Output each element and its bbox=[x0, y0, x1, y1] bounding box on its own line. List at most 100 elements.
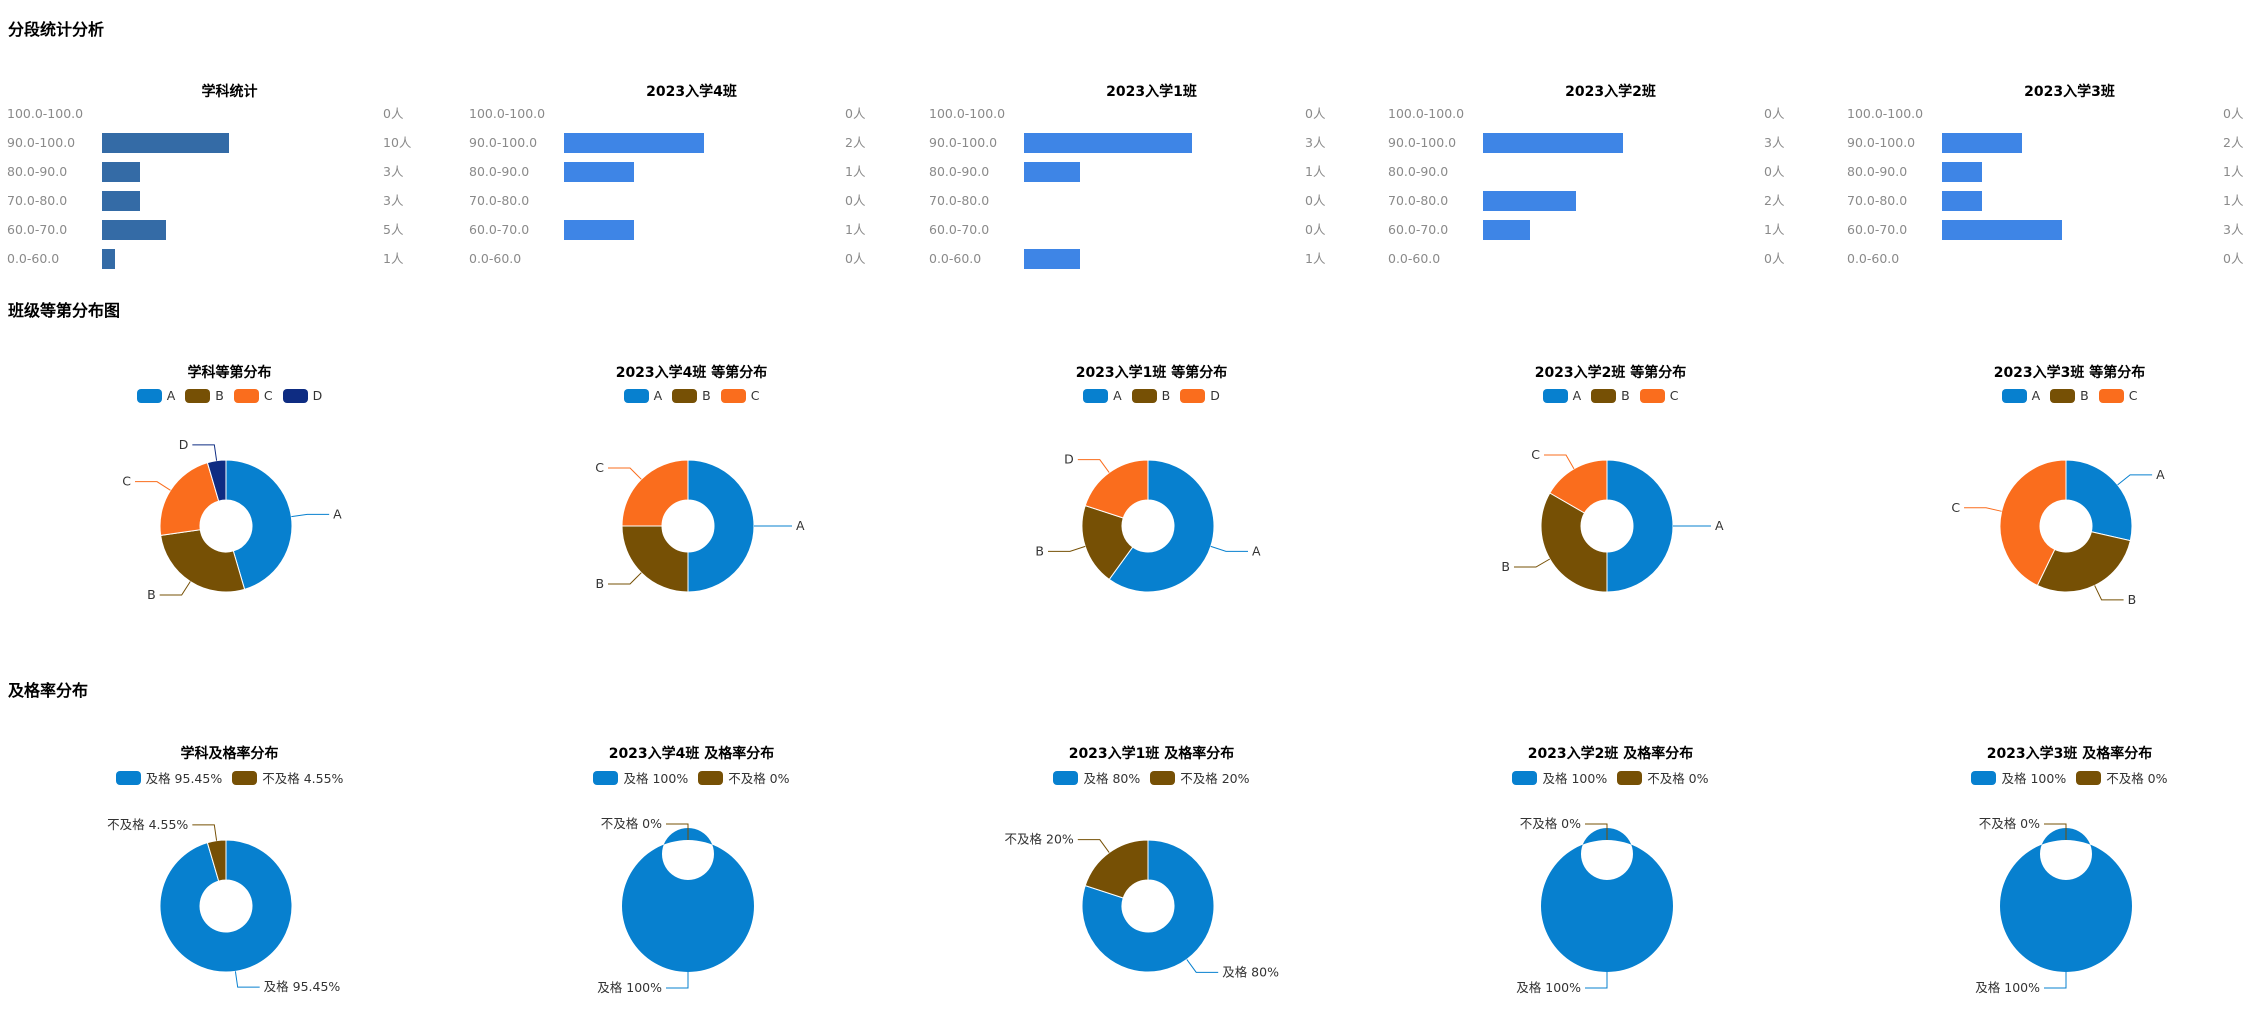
legend-item[interactable]: 及格 100% bbox=[1971, 768, 2066, 787]
bar bbox=[564, 220, 634, 240]
donut-slice bbox=[206, 459, 227, 502]
donut-chart: A B D bbox=[1035, 452, 1261, 593]
legend-item[interactable]: B bbox=[2050, 388, 2089, 403]
legend-item[interactable]: 不及格 0% bbox=[1617, 768, 1709, 787]
legend-item[interactable]: B bbox=[672, 388, 711, 403]
legend-label: D bbox=[1210, 388, 1220, 403]
donut-slice bbox=[1540, 492, 1608, 593]
legend-swatch bbox=[2050, 388, 2076, 403]
legend-item[interactable]: A bbox=[1542, 388, 1582, 403]
legend-item[interactable]: B bbox=[1131, 388, 1170, 403]
bar-category-label: 0.0-60.0 bbox=[7, 251, 60, 266]
legend-item[interactable]: C bbox=[233, 388, 273, 403]
section-title-grade: 班级等第分布图 bbox=[8, 301, 121, 320]
bar-category-label: 100.0-100.0 bbox=[1847, 106, 1924, 121]
label-leader-line bbox=[2117, 474, 2153, 486]
bar-category-label: 80.0-90.0 bbox=[7, 164, 68, 179]
slice-label: B bbox=[147, 587, 156, 602]
legend-label: B bbox=[215, 388, 224, 403]
bar-value-label: 3人 bbox=[1764, 135, 1785, 150]
legend-item[interactable]: 及格 80% bbox=[1053, 768, 1140, 787]
bar bbox=[1024, 162, 1080, 182]
label-leader-line bbox=[1077, 839, 1110, 853]
bar bbox=[1942, 133, 2022, 153]
label-leader-line bbox=[135, 481, 171, 491]
legend-item[interactable]: D bbox=[282, 388, 323, 403]
legend-item[interactable]: C bbox=[2098, 388, 2138, 403]
legend-label: D bbox=[312, 388, 323, 403]
donut-chart: A B C bbox=[1501, 447, 1724, 593]
legend-label: 不及格 4.55% bbox=[262, 771, 344, 786]
legend-item[interactable]: C bbox=[720, 388, 759, 403]
legend-item[interactable]: B bbox=[1591, 388, 1630, 403]
donut-chart: 及格 95.45% 不及格 4.55% bbox=[107, 817, 340, 994]
chart-segment: 2023入学2班 100.0-100.0 0人 90.0-100.0 3人 80.0-90… bbox=[1381, 0, 1840, 1016]
bar-value-label: 0人 bbox=[845, 106, 866, 121]
donut-slice bbox=[621, 525, 689, 593]
bar-value-label: 0人 bbox=[1764, 106, 1785, 121]
legend-swatch bbox=[1180, 388, 1206, 403]
legend-item[interactable]: 不及格 0% bbox=[2076, 768, 2168, 787]
section-title-segment: 分段统计分析 bbox=[8, 20, 105, 39]
legend-label: A bbox=[1113, 388, 1122, 403]
slice-label: 不及格 0% bbox=[601, 816, 662, 831]
donut-slice bbox=[1084, 839, 1149, 899]
bar-category-label: 80.0-90.0 bbox=[1847, 164, 1908, 179]
bar-category-label: 80.0-90.0 bbox=[469, 164, 530, 179]
legend-swatch bbox=[720, 388, 746, 403]
legend-label: 及格 100% bbox=[623, 771, 689, 786]
chart-pass: 学科及格率分布 及格 95.45% 不及格 4.55% 及格 95.45% 不及格 4.… bbox=[0, 0, 459, 1016]
legend-swatch bbox=[623, 388, 649, 403]
legend-label: A bbox=[653, 388, 663, 403]
legend-label: 及格 100% bbox=[1542, 771, 1608, 786]
legend-label: C bbox=[1669, 388, 1679, 403]
legend-item[interactable]: 不及格 0% bbox=[698, 768, 790, 787]
bar-value-label: 0人 bbox=[1305, 193, 1326, 208]
legend-label: C bbox=[2128, 388, 2138, 403]
donut-slice bbox=[1999, 459, 2067, 587]
legend-item[interactable]: A bbox=[1083, 388, 1122, 403]
legend-item[interactable]: A bbox=[136, 388, 175, 403]
legend-swatch bbox=[1971, 770, 1997, 785]
legend-item[interactable]: A bbox=[623, 388, 663, 403]
chart-pass: 2023入学4班 及格率分布 及格 100% 不及格 0% 及格 100% 不及格 0% bbox=[462, 0, 921, 1016]
legend-item[interactable]: A bbox=[2001, 388, 2040, 403]
donut-slice bbox=[1549, 459, 1608, 514]
bar-value-label: 0人 bbox=[1305, 222, 1326, 237]
slice-label: B bbox=[2128, 592, 2137, 607]
chart-title: 2023入学1班 及格率分布 bbox=[1068, 746, 1235, 762]
legend: 及格 100% 不及格 0% bbox=[462, 768, 921, 787]
legend-item[interactable]: 不及格 4.55% bbox=[232, 768, 343, 787]
chart-grade: 2023入学2班 等第分布 A B C A B C bbox=[1381, 0, 1840, 1016]
bar-value-label: 0人 bbox=[1764, 251, 1785, 266]
bar bbox=[102, 162, 141, 182]
legend-swatch bbox=[672, 388, 698, 403]
chart-title: 2023入学2班 等第分布 bbox=[1534, 365, 1687, 381]
legend-item[interactable]: 及格 100% bbox=[1512, 768, 1607, 787]
bar-value-label: 0人 bbox=[845, 193, 866, 208]
legend-item[interactable]: 不及格 20% bbox=[1150, 768, 1250, 787]
legend-item[interactable]: 及格 100% bbox=[593, 768, 688, 787]
legend-swatch bbox=[136, 388, 162, 403]
legend-item[interactable]: D bbox=[1180, 388, 1220, 403]
legend-item[interactable]: B bbox=[185, 388, 224, 403]
legend-label: 不及格 0% bbox=[728, 771, 790, 786]
bar-value-label: 2人 bbox=[2223, 135, 2244, 150]
legend-swatch bbox=[1591, 388, 1617, 403]
legend-item[interactable]: 及格 95.45% bbox=[115, 768, 222, 787]
donut-slice bbox=[159, 839, 293, 973]
slice-label: A bbox=[1715, 518, 1724, 533]
bar-category-label: 0.0-60.0 bbox=[929, 251, 982, 266]
label-leader-line bbox=[608, 572, 642, 585]
chart-title: 2023入学4班 等第分布 bbox=[615, 365, 768, 381]
bar-value-label: 1人 bbox=[2223, 193, 2244, 208]
legend-label: A bbox=[1572, 388, 1582, 403]
label-leader-line bbox=[1544, 454, 1575, 470]
legend-label: 不及格 0% bbox=[1647, 771, 1709, 786]
bar-value-label: 10人 bbox=[383, 135, 412, 150]
legend: 及格 80% 不及格 20% bbox=[922, 768, 1381, 787]
legend-swatch bbox=[1639, 388, 1665, 403]
legend-item[interactable]: C bbox=[1639, 388, 1679, 403]
legend: A B C bbox=[1381, 388, 1840, 403]
